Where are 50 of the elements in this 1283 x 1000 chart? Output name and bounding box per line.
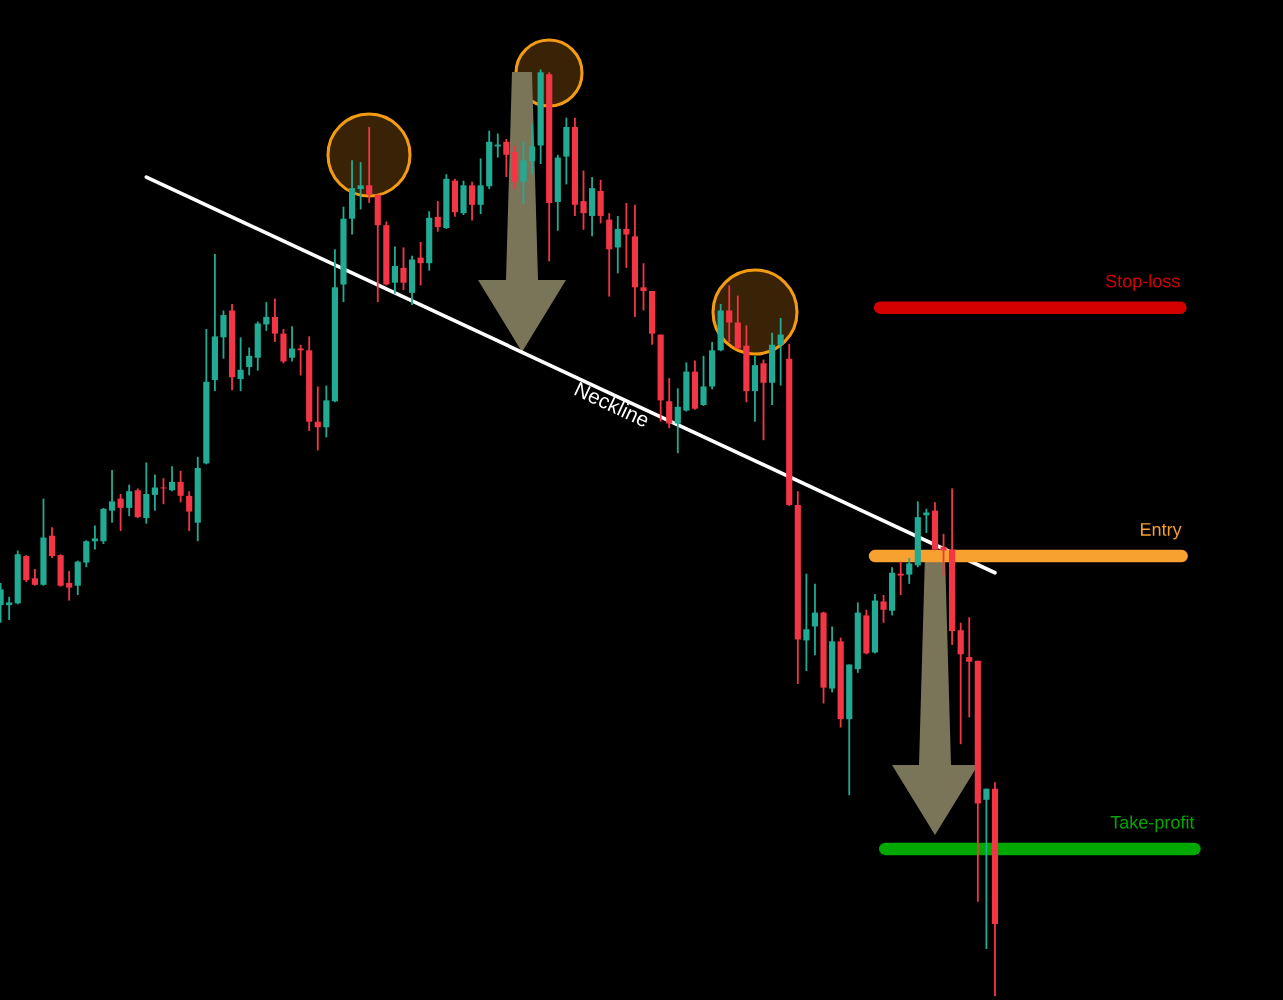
candlestick bbox=[726, 284, 733, 343]
candlestick bbox=[580, 169, 587, 231]
candlestick bbox=[83, 539, 90, 569]
candlestick bbox=[700, 354, 707, 407]
candlestick bbox=[906, 557, 913, 585]
candlestick bbox=[160, 477, 167, 506]
candlestick bbox=[897, 560, 904, 596]
candlestick bbox=[177, 469, 184, 504]
candlestick bbox=[777, 316, 784, 387]
candlestick bbox=[503, 138, 510, 178]
candlestick bbox=[614, 215, 621, 275]
candlestick bbox=[6, 595, 13, 621]
candlestick bbox=[940, 532, 947, 577]
candlestick bbox=[48, 526, 56, 559]
candlestick bbox=[220, 309, 227, 360]
candlestick bbox=[271, 297, 278, 343]
candlestick bbox=[477, 157, 484, 215]
candlestick bbox=[151, 473, 158, 512]
candlestick bbox=[520, 140, 527, 205]
candlestick bbox=[391, 245, 399, 295]
candlestick bbox=[186, 490, 193, 532]
candlestick bbox=[803, 572, 810, 672]
candlestick bbox=[400, 246, 407, 291]
candlestick bbox=[666, 377, 673, 430]
candlestick bbox=[357, 161, 364, 211]
candlestick bbox=[966, 616, 973, 719]
candlestick bbox=[434, 200, 441, 233]
candlestick bbox=[468, 180, 476, 222]
candlestick bbox=[983, 787, 990, 950]
ref-line-label: Take-profit bbox=[1110, 815, 1195, 833]
candlestick bbox=[246, 346, 253, 377]
candlestick bbox=[674, 387, 681, 455]
candlestick bbox=[117, 493, 124, 532]
candlestick bbox=[263, 301, 270, 332]
candlestick bbox=[237, 336, 244, 393]
candlestick bbox=[91, 524, 98, 551]
candlestick bbox=[288, 325, 296, 363]
candlestick bbox=[66, 569, 73, 602]
candlestick bbox=[168, 465, 176, 493]
candlestick bbox=[108, 468, 116, 524]
ref-line-label: Stop-loss bbox=[1105, 274, 1180, 292]
candlestick bbox=[366, 126, 373, 204]
candlestick bbox=[811, 582, 819, 657]
ref-line-label: Entry bbox=[1140, 523, 1182, 540]
candlestick bbox=[297, 343, 304, 377]
candlestick bbox=[640, 262, 647, 312]
candlestick bbox=[880, 594, 887, 624]
candlestick bbox=[760, 358, 767, 442]
candlestick bbox=[126, 483, 133, 518]
candlestick bbox=[528, 123, 536, 176]
